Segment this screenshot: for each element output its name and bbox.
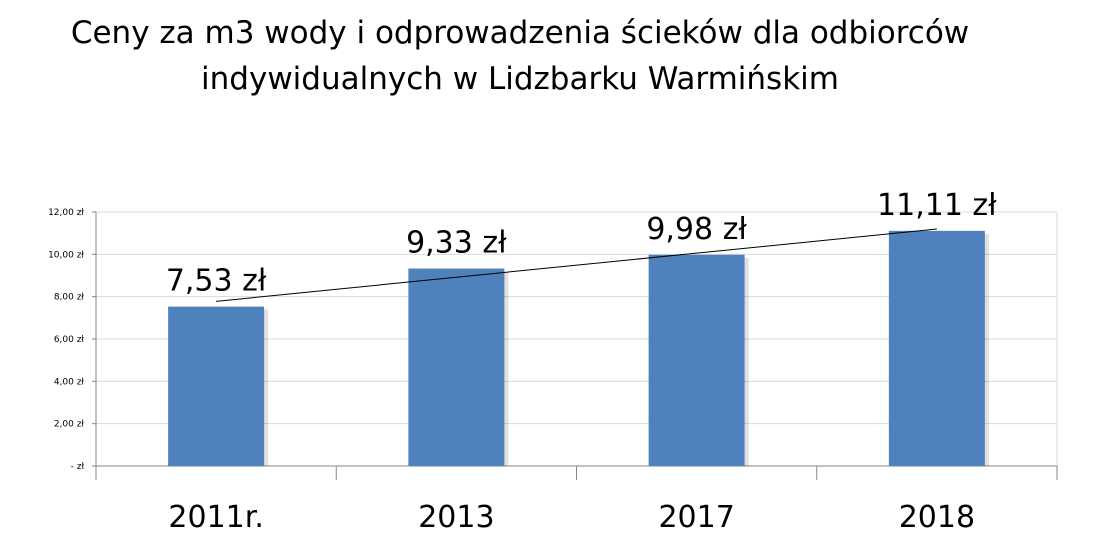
y-tick-label: 4,00 zł — [54, 377, 85, 387]
x-category-label: 2017 — [658, 500, 734, 535]
data-label: 7,53 zł — [166, 264, 267, 299]
y-tick-label: - zł — [71, 462, 85, 472]
trendline-line — [216, 228, 937, 302]
x-category-label: 2011r. — [168, 500, 263, 535]
data-label: 9,98 zł — [646, 212, 747, 247]
y-tick-label: 2,00 zł — [54, 420, 85, 430]
bar — [648, 254, 745, 466]
y-tick-label: 6,00 zł — [54, 335, 85, 345]
x-category-label: 2013 — [418, 500, 494, 535]
y-tick-label: 12,00 zł — [48, 208, 84, 218]
y-tick-label: 8,00 zł — [54, 293, 85, 303]
labels: - zł 2,00 zł 4,00 zł 6,00 zł 8,00 zł 10,00 zł… — [48, 188, 997, 535]
chart-title-line-2: indywidualnych w Lidzbarku Warmińskim — [201, 61, 839, 97]
x-category-label: 2018 — [899, 500, 975, 535]
chart-title: Ceny za m3 wody i odprowadzenia ścieków … — [0, 10, 1040, 102]
bars — [168, 230, 989, 466]
chart-title-line-1: Ceny za m3 wody i odprowadzenia ścieków … — [70, 15, 970, 51]
data-label: 9,33 zł — [406, 226, 507, 261]
trendline — [216, 228, 937, 302]
y-tick-label: 10,00 zł — [48, 250, 84, 260]
bar — [888, 230, 985, 466]
bar — [168, 306, 265, 466]
data-label: 11,11 zł — [877, 188, 997, 223]
bar — [408, 268, 505, 466]
